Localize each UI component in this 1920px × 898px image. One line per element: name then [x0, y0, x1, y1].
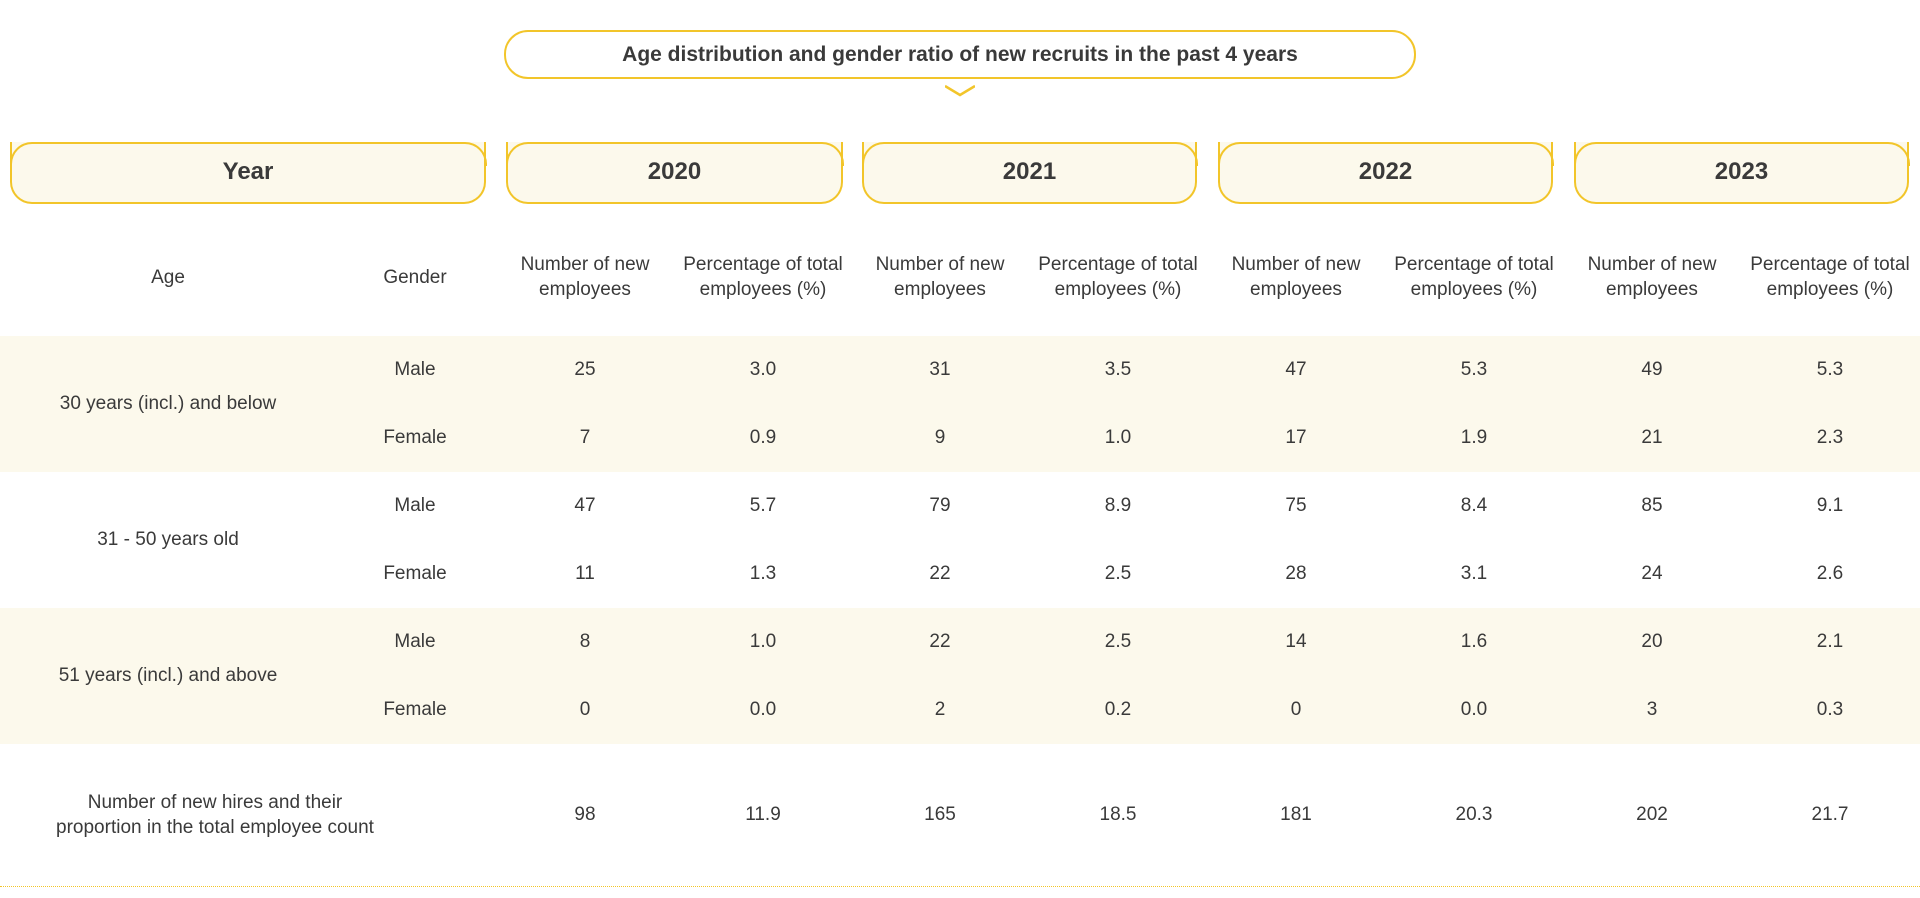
new-employees-column-header: Number of new employees [1231, 254, 1361, 300]
new-employees-cell: 14 [1285, 631, 1307, 652]
new-employees-cell: 9 [934, 427, 946, 448]
year-header-2022: 2022 [1217, 142, 1554, 204]
new-employees-cell: 17 [1285, 427, 1307, 448]
percentage-cell: 2.5 [1104, 631, 1132, 652]
bottom-divider [0, 886, 1920, 887]
new-employees-cell: 28 [1285, 563, 1307, 584]
new-employees-cell: 31 [929, 359, 951, 380]
total-new-employees-cell: 181 [1280, 804, 1312, 825]
percentage-cell: 8.4 [1460, 495, 1488, 516]
new-employees-cell: 22 [929, 631, 951, 652]
age-column-header: Age [151, 266, 185, 288]
new-employees-cell: 75 [1285, 495, 1307, 516]
percentage-cell: 1.0 [749, 631, 777, 652]
new-employees-cell: 0 [1290, 699, 1302, 720]
new-employees-column-header: Number of new employees [875, 254, 1005, 300]
total-new-employees-cell: 165 [924, 804, 956, 825]
new-employees-cell: 49 [1641, 359, 1663, 380]
year-header-2021: 2021 [861, 142, 1198, 204]
percentage-column-header: Percentage of total employees (%) [683, 254, 843, 300]
new-employees-cell: 85 [1641, 495, 1663, 516]
percentage-cell: 9.1 [1816, 495, 1844, 516]
percentage-cell: 3.0 [749, 359, 777, 380]
percentage-column-header: Percentage of total employees (%) [1750, 254, 1910, 300]
total-percentage-cell: 21.7 [1811, 804, 1849, 825]
percentage-cell: 3.1 [1460, 563, 1488, 584]
age-group-label: 30 years (incl.) and below [59, 393, 277, 414]
total-percentage-cell: 20.3 [1455, 804, 1493, 825]
new-employees-cell: 3 [1646, 699, 1658, 720]
percentage-cell: 1.6 [1460, 631, 1488, 652]
age-band-under-30 [0, 336, 1920, 472]
percentage-cell: 0.3 [1816, 699, 1844, 720]
new-employees-cell: 47 [1285, 359, 1307, 380]
percentage-cell: 0.0 [1460, 699, 1488, 720]
new-employees-cell: 7 [579, 427, 591, 448]
new-employees-cell: 20 [1641, 631, 1663, 652]
percentage-cell: 5.3 [1816, 359, 1844, 380]
percentage-cell: 5.7 [749, 495, 777, 516]
year-header: Year [9, 142, 487, 204]
total-new-employees-cell: 98 [574, 804, 596, 825]
new-employees-cell: 2 [934, 699, 946, 720]
gender-label-male: Male [394, 631, 436, 652]
gender-label-female: Female [383, 563, 447, 584]
year-header-2020: 2020 [505, 142, 844, 204]
title-pointer-icon [945, 84, 975, 97]
year-header-2023: 2023 [1573, 142, 1910, 204]
percentage-cell: 2.6 [1816, 563, 1844, 584]
total-new-employees-cell: 202 [1636, 804, 1668, 825]
new-employees-cell: 79 [929, 495, 951, 516]
percentage-cell: 0.2 [1104, 699, 1132, 720]
percentage-cell: 8.9 [1104, 495, 1132, 516]
gender-label-male: Male [394, 359, 436, 380]
total-percentage-cell: 11.9 [745, 804, 781, 825]
percentage-cell: 5.3 [1460, 359, 1488, 380]
percentage-cell: 3.5 [1104, 359, 1132, 380]
new-employees-column-header: Number of new employees [1587, 254, 1717, 300]
gender-label-male: Male [394, 495, 436, 516]
age-band-51-above [0, 608, 1920, 744]
new-employees-cell: 0 [579, 699, 591, 720]
gender-label-female: Female [383, 699, 447, 720]
table-title: Age distribution and gender ratio of new… [504, 30, 1416, 79]
percentage-cell: 2.3 [1816, 427, 1844, 448]
percentage-cell: 0.0 [749, 699, 777, 720]
percentage-column-header: Percentage of total employees (%) [1394, 254, 1554, 300]
percentage-cell: 1.0 [1104, 427, 1132, 448]
age-group-label: 31 - 50 years old [97, 529, 239, 550]
percentage-cell: 1.9 [1460, 427, 1488, 448]
total-row-label: Number of new hires and their proportion… [56, 792, 374, 838]
percentage-cell: 2.1 [1816, 631, 1844, 652]
percentage-cell: 0.9 [749, 427, 777, 448]
new-employees-column-header: Number of new employees [520, 254, 650, 300]
percentage-column-header: Percentage of total employees (%) [1038, 254, 1198, 300]
new-employees-cell: 25 [574, 359, 596, 380]
new-employees-cell: 8 [579, 631, 591, 652]
new-employees-cell: 21 [1641, 427, 1663, 448]
gender-column-header: Gender [383, 266, 447, 288]
new-employees-cell: 11 [575, 563, 595, 584]
age-band-31-50 [0, 472, 1920, 608]
percentage-cell: 1.3 [749, 563, 777, 584]
total-percentage-cell: 18.5 [1099, 804, 1137, 825]
new-employees-cell: 22 [929, 563, 951, 584]
age-group-label: 51 years (incl.) and above [58, 665, 278, 686]
percentage-cell: 2.5 [1104, 563, 1132, 584]
new-employees-cell: 24 [1641, 563, 1663, 584]
new-employees-cell: 47 [574, 495, 596, 516]
gender-label-female: Female [383, 427, 447, 448]
